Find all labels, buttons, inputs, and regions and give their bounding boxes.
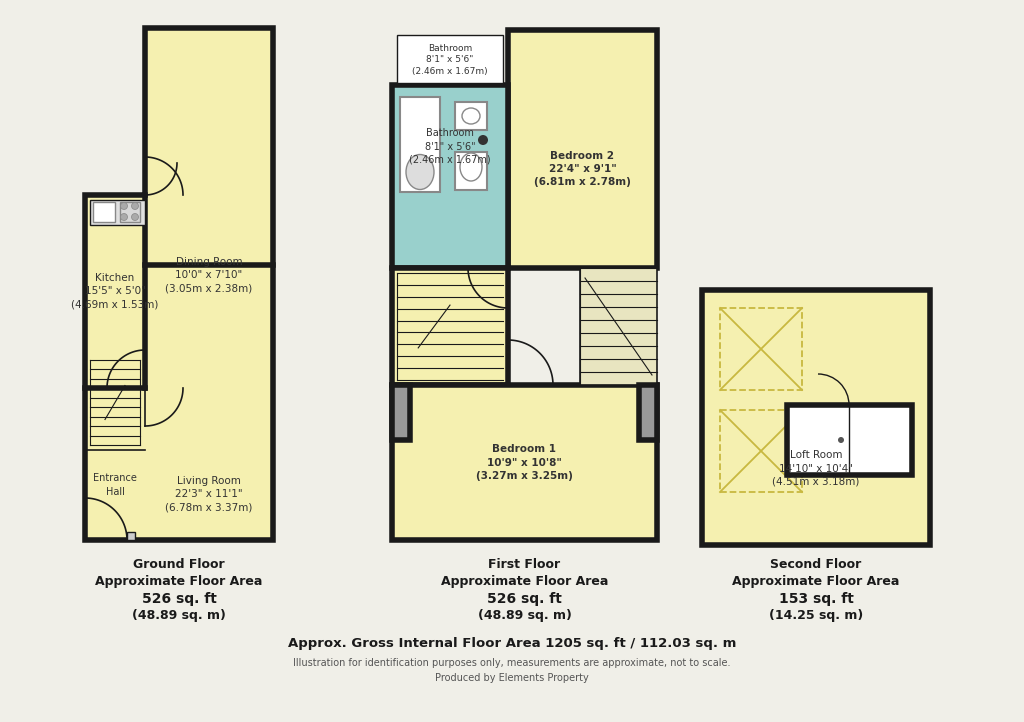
Bar [720,410,802,492]
Text: Entrance
Hall: Entrance Hall [93,474,137,497]
Text: Dining Room
10'0" x 7'10"
(3.05m x 2.38m): Dining Room 10'0" x 7'10" (3.05m x 2.38m… [165,257,253,293]
Text: Loft Room
14'10" x 10'4"
(4.51m x 3.18m): Loft Room 14'10" x 10'4" (4.51m x 3.18m) [772,451,860,487]
Text: Approx. Gross Internal Floor Area 1205 sq. ft / 112.03 sq. m: Approx. Gross Internal Floor Area 1205 s… [288,637,736,650]
Text: Produced by Elements Property: Produced by Elements Property [435,673,589,683]
Bar [787,405,912,475]
Ellipse shape [406,155,434,189]
Bar [392,85,508,268]
Circle shape [478,135,488,145]
Bar [455,152,487,190]
Text: Approximate Floor Area: Approximate Floor Area [95,575,263,588]
Bar [392,268,508,385]
Bar [508,30,657,268]
Text: First Floor: First Floor [488,559,560,572]
Ellipse shape [460,153,482,181]
Bar [120,202,140,222]
Text: 153 sq. ft: 153 sq. ft [778,592,853,606]
Bar [392,385,410,440]
Bar [720,308,802,390]
Ellipse shape [462,108,480,124]
Circle shape [131,214,138,220]
Polygon shape [85,28,273,540]
Text: Kitchen
15'5" x 5'0"
(4.69m x 1.53m): Kitchen 15'5" x 5'0" (4.69m x 1.53m) [72,274,159,310]
Text: Approximate Floor Area: Approximate Floor Area [440,575,608,588]
Bar [392,385,657,540]
Bar [90,200,145,225]
Text: 526 sq. ft: 526 sq. ft [141,592,216,606]
Bar [127,532,135,540]
Bar [397,35,503,83]
Circle shape [838,437,844,443]
Text: Living Room
22'3" x 11'1"
(6.78m x 3.37m): Living Room 22'3" x 11'1" (6.78m x 3.37m… [165,476,253,512]
Text: Bathroom
8'1" x 5'6"
(2.46m x 1.67m): Bathroom 8'1" x 5'6" (2.46m x 1.67m) [413,44,487,77]
Text: (48.89 sq. m): (48.89 sq. m) [132,609,226,622]
Text: (14.25 sq. m): (14.25 sq. m) [769,609,863,622]
Text: Second Floor: Second Floor [770,559,861,572]
Circle shape [121,202,128,209]
Bar [455,102,487,130]
Text: 526 sq. ft: 526 sq. ft [487,592,562,606]
Circle shape [131,202,138,209]
Text: Bathroom
8'1" x 5'6"
(2.46m x 1.67m): Bathroom 8'1" x 5'6" (2.46m x 1.67m) [410,129,490,165]
Text: Bedroom 2
22'4" x 9'1"
(6.81m x 2.78m): Bedroom 2 22'4" x 9'1" (6.81m x 2.78m) [535,151,631,187]
Circle shape [121,214,128,220]
Bar [639,385,657,440]
Text: Bedroom 1
10'9" x 10'8"
(3.27m x 3.25m): Bedroom 1 10'9" x 10'8" (3.27m x 3.25m) [476,444,573,481]
Text: Approximate Floor Area: Approximate Floor Area [732,575,900,588]
Bar [400,97,440,192]
Text: Ground Floor: Ground Floor [133,559,225,572]
Text: (48.89 sq. m): (48.89 sq. m) [477,609,571,622]
Bar [93,202,115,222]
Bar [702,290,930,545]
Bar [580,268,657,385]
Text: Illustration for identification purposes only, measurements are approximate, not: Illustration for identification purposes… [293,658,731,668]
